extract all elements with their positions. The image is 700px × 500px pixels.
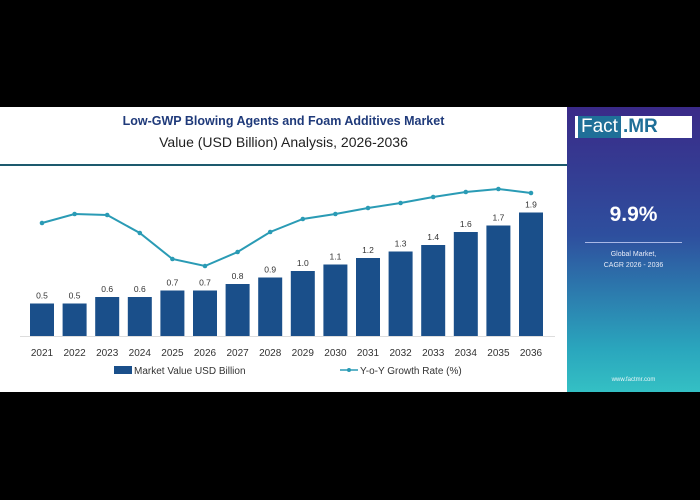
title-divider bbox=[0, 164, 567, 166]
bar bbox=[160, 290, 185, 336]
bar bbox=[225, 284, 250, 336]
bar bbox=[193, 290, 217, 336]
bar-value-label: 0.5 bbox=[69, 291, 81, 301]
bar bbox=[127, 297, 152, 336]
bar-value-label: 1.1 bbox=[329, 252, 341, 262]
x-tick-label: 2031 bbox=[357, 348, 380, 359]
growth-point bbox=[463, 189, 469, 195]
growth-point bbox=[300, 216, 306, 222]
x-tick-label: 2030 bbox=[324, 348, 347, 359]
x-tick-label: 2026 bbox=[194, 348, 217, 359]
bar-value-label: 0.8 bbox=[232, 271, 244, 281]
bar bbox=[323, 264, 348, 336]
logo-text-mr: .MR bbox=[622, 116, 658, 137]
bar-value-label: 0.6 bbox=[101, 284, 113, 294]
x-tick-label: 2022 bbox=[63, 348, 86, 359]
legend: Market Value USD Billion Y-o-Y Growth Rat… bbox=[114, 366, 462, 377]
chart-subtitle: Value (USD Billion) Analysis, 2026-2036 bbox=[159, 134, 408, 150]
bar-value-label: 1.0 bbox=[297, 258, 309, 268]
x-tick-label: 2033 bbox=[422, 348, 445, 359]
bar-value-label: 0.6 bbox=[134, 284, 146, 294]
legend-line-label: Y-o-Y Growth Rate (%) bbox=[360, 366, 462, 377]
legend-bar-label: Market Value USD Billion bbox=[134, 366, 246, 377]
logo-text-fact: Fact bbox=[578, 116, 621, 138]
growth-point bbox=[496, 186, 501, 192]
chart-title: Low-GWP Blowing Agents and Foam Additive… bbox=[122, 114, 445, 128]
growth-point bbox=[398, 200, 403, 206]
bar-value-label: 1.3 bbox=[395, 239, 407, 249]
cagr-label-line1: Global Market, bbox=[610, 251, 657, 258]
x-tick-label: 2032 bbox=[389, 348, 412, 359]
bar-value-label: 1.2 bbox=[362, 245, 374, 255]
bar-value-label: 0.7 bbox=[166, 278, 178, 288]
growth-point bbox=[170, 256, 175, 262]
x-tick-label: 2027 bbox=[226, 348, 249, 359]
growth-point bbox=[365, 205, 371, 211]
bar-value-label: 1.7 bbox=[492, 213, 504, 223]
bar bbox=[62, 303, 87, 336]
x-tick-label: 2035 bbox=[487, 348, 510, 359]
growth-point bbox=[104, 212, 110, 218]
bar bbox=[258, 277, 283, 336]
cagr-divider bbox=[585, 242, 682, 243]
website-url: www.factmr.com bbox=[611, 377, 656, 383]
x-tick-label: 2034 bbox=[455, 348, 478, 359]
bar-line-chart: 0.5 2021 0.5 2022 0.6 2023 0.6 2024 0.7 2025 0.7 20… bbox=[20, 186, 555, 377]
growth-point bbox=[235, 249, 240, 255]
bar bbox=[290, 271, 315, 336]
legend-bar-swatch bbox=[114, 366, 132, 374]
bar bbox=[421, 245, 446, 336]
x-tick-label: 2025 bbox=[161, 348, 184, 359]
bar bbox=[95, 297, 120, 336]
growth-point bbox=[202, 263, 208, 269]
x-tick-label: 2021 bbox=[31, 348, 54, 359]
bar-value-label: 0.9 bbox=[264, 265, 276, 275]
legend-line-marker bbox=[347, 368, 351, 372]
growth-line bbox=[41, 187, 532, 268]
chart-panel: Low-GWP Blowing Agents and Foam Additive… bbox=[0, 107, 567, 392]
growth-point bbox=[267, 229, 273, 235]
bar-value-label: 0.5 bbox=[36, 291, 48, 301]
bar bbox=[388, 251, 413, 336]
bar bbox=[356, 258, 380, 336]
bar bbox=[453, 232, 478, 336]
x-tick-label: 2036 bbox=[520, 348, 543, 359]
growth-point bbox=[333, 211, 338, 217]
cagr-label: Global Market, CAGR 2026 - 2036 bbox=[567, 249, 700, 271]
x-tick-label: 2028 bbox=[259, 348, 282, 359]
growth-point bbox=[528, 190, 534, 196]
bar bbox=[519, 212, 543, 336]
cagr-sidebar: Fact .MR 9.9% Global Market, CAGR 2026 -… bbox=[567, 107, 700, 392]
bar-value-label: 1.4 bbox=[427, 232, 439, 242]
cagr-label-line2: CAGR 2026 - 2036 bbox=[603, 262, 664, 269]
bar-value-label: 1.9 bbox=[525, 200, 537, 210]
x-tick-label: 2024 bbox=[129, 348, 152, 359]
growth-point bbox=[137, 230, 143, 236]
bar bbox=[30, 303, 54, 336]
x-tick-label: 2023 bbox=[96, 348, 119, 359]
growth-point bbox=[39, 220, 45, 226]
bar-value-label: 1.6 bbox=[460, 219, 472, 229]
growth-point bbox=[72, 211, 77, 217]
factmr-logo: Fact .MR bbox=[575, 116, 692, 138]
x-tick-label: 2029 bbox=[292, 348, 315, 359]
bar bbox=[486, 225, 511, 336]
bar-value-label: 0.7 bbox=[199, 278, 211, 288]
cagr-value: 9.9% bbox=[609, 203, 658, 226]
growth-point bbox=[430, 194, 436, 200]
